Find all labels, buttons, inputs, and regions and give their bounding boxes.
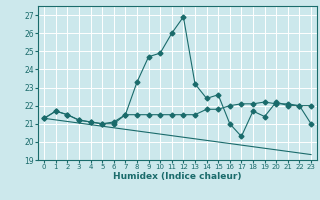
X-axis label: Humidex (Indice chaleur): Humidex (Indice chaleur) [113,172,242,181]
